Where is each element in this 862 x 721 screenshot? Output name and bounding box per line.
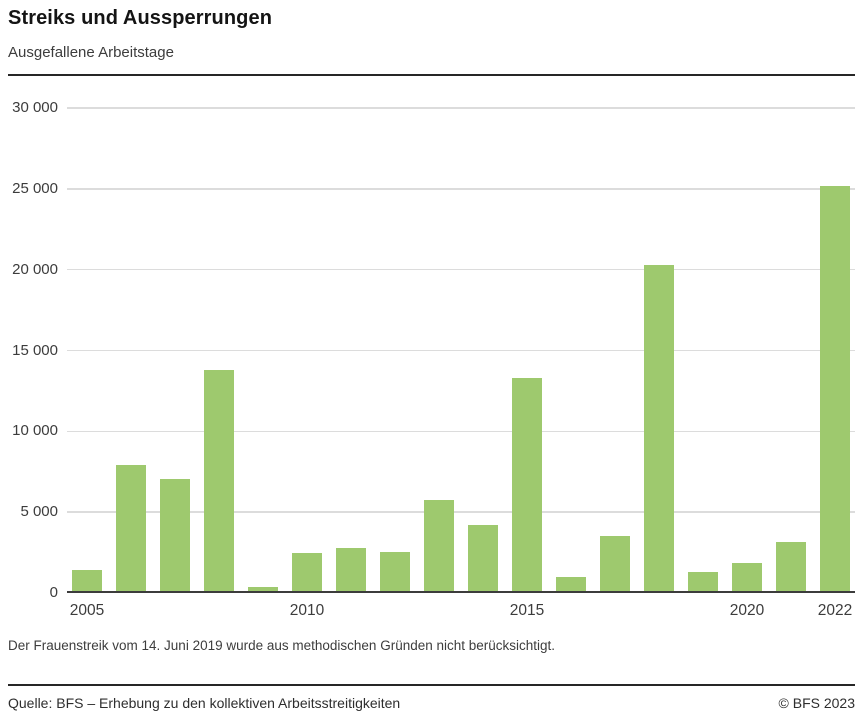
bar-2008 [204,369,234,593]
x-tick-label-2015: 2015 [509,602,545,619]
bar-2007 [160,479,190,593]
bar-2021 [776,542,806,593]
bar-2020 [732,563,762,593]
y-axis-labels: 0 5 000 10 000 15 000 20 000 25 000 30 000 [0,99,58,601]
y-tick-label: 5 000 [20,503,58,521]
bar-2022 [820,185,850,593]
bar-2009 [248,586,278,593]
bar-2017 [600,536,630,593]
gridline [67,349,855,352]
footnote: Der Frauenstreik vom 14. Juni 2019 wurde… [8,638,556,653]
bar-2010 [292,553,322,593]
bar-2015 [512,377,542,593]
x-tick-label-2005: 2005 [69,602,105,619]
bar-2016 [556,576,586,593]
footer-divider [8,684,855,686]
bar-2006 [116,465,146,593]
x-axis-labels: 2005 2010 2015 2020 2022 [0,602,862,624]
plot-area [67,107,855,593]
x-tick-label-2022: 2022 [817,602,853,619]
gridline [67,511,855,513]
gridline [67,430,855,433]
gridline [67,188,855,190]
x-axis-line [67,591,855,593]
footer: Quelle: BFS – Erhebung zu den kollektive… [8,695,855,711]
bar-2011 [336,547,366,593]
y-tick-label: 20 000 [12,260,58,278]
bar-2005 [72,570,102,593]
chart-subtitle: Ausgefallene Arbeitstage [8,44,174,61]
x-tick-label-2020: 2020 [729,602,765,619]
source-text: Quelle: BFS – Erhebung zu den kollektive… [8,695,401,711]
bar-2013 [424,500,454,593]
y-tick-label: 15 000 [12,341,58,359]
header-divider [8,74,855,76]
gridline [67,107,855,109]
bar-2018 [644,264,674,593]
y-tick-label: 30 000 [12,99,58,116]
gridline [67,268,855,271]
bar-2012 [380,551,410,593]
bar-2019 [688,571,718,593]
y-tick-label: 10 000 [12,422,58,440]
copyright-text: © BFS 2023 [778,695,855,711]
chart-title: Streiks und Aussperrungen [8,7,273,29]
x-tick-label-2010: 2010 [289,602,325,619]
bar-2014 [468,525,498,593]
y-tick-label: 25 000 [12,179,58,197]
y-tick-label: 0 [49,584,58,601]
